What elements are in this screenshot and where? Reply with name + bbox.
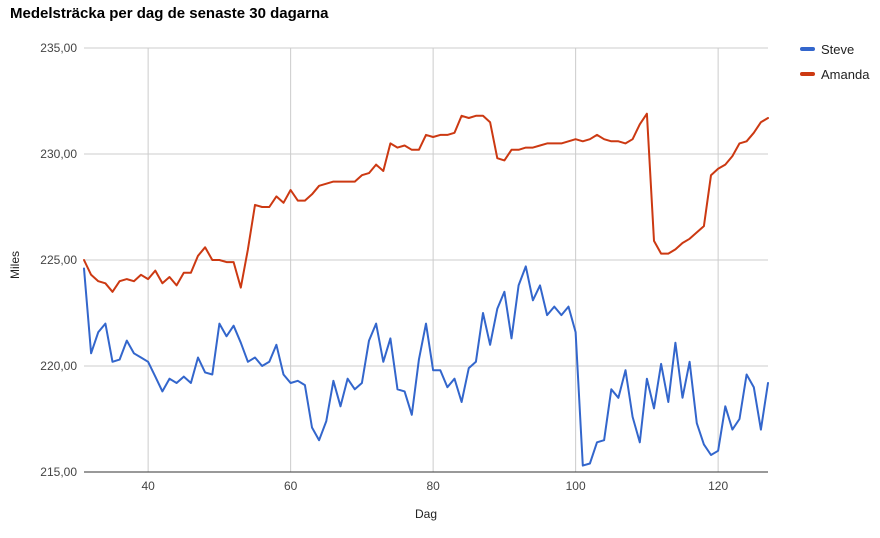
y-tick-label: 230,00 <box>40 147 77 161</box>
y-tick-label: 225,00 <box>40 253 77 267</box>
series-line-steve <box>83 265 769 467</box>
x-tick-label: 40 <box>141 479 155 493</box>
x-tick-label: 80 <box>426 479 440 493</box>
legend-label: Steve <box>821 42 854 57</box>
gridlines <box>84 47 768 473</box>
legend-item-steve: Steve <box>800 42 854 57</box>
y-axis-label: Miles <box>8 251 22 279</box>
series-line-amanda <box>83 112 769 293</box>
y-tick-label: 220,00 <box>40 359 77 373</box>
x-tick-label: 120 <box>708 479 728 493</box>
y-tick-label: 235,00 <box>40 41 77 55</box>
legend-item-amanda: Amanda <box>800 67 870 82</box>
chart-title: Medelsträcka per dag de senaste 30 dagar… <box>10 5 329 22</box>
y-tick-label: 215,00 <box>40 465 77 479</box>
series-lines <box>83 112 769 467</box>
legend: Steve Amanda <box>800 42 870 82</box>
x-tick-label: 60 <box>284 479 298 493</box>
legend-label: Amanda <box>821 67 870 82</box>
x-axis-label: Dag <box>415 507 437 521</box>
x-tick-label: 100 <box>566 479 586 493</box>
tick-labels: 215,00 220,00 225,00 230,00 235,00 40 60 80 100 1… <box>40 41 728 493</box>
